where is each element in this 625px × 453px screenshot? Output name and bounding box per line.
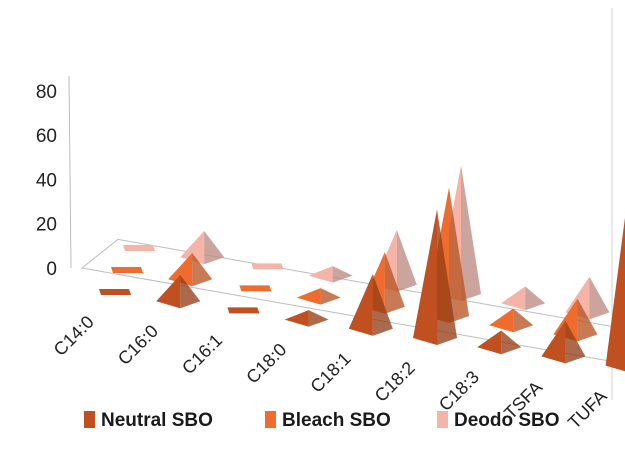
x-tick-label-c18-3: C18:3: [435, 367, 483, 415]
series-neutral-sbo: [99, 209, 625, 372]
y-tick-label: 20: [36, 215, 57, 236]
legend-item-deodo-sbo: Deodo SBO: [437, 410, 560, 431]
legend-item-neutral-sbo: Neutral SBO: [84, 410, 213, 431]
x-tick-label-c14-0: C14:0: [50, 312, 98, 360]
y-tick-label: 60: [36, 126, 57, 147]
pyramid-deodo-sbo-c18-3: [501, 286, 546, 311]
chart-floor: [80, 238, 625, 365]
legend-label: Neutral SBO: [101, 410, 213, 431]
pyramid-bleach-sbo-c14-0: [111, 267, 143, 273]
legend-swatch: [437, 411, 448, 428]
floor-plane: [80, 238, 625, 365]
pyramid-neutral-sbo-c16-0: [156, 275, 201, 309]
pyramid-neutral-sbo-c18-0: [284, 310, 329, 327]
pyramid-bleach-sbo-c18-0: [296, 288, 341, 305]
pyramid-neutral-sbo-c18-1: [348, 274, 393, 336]
x-tick-label-c16-1: C16:1: [178, 330, 226, 378]
pyramid-deodo-sbo-c16-1: [251, 263, 284, 270]
legend-label: Deodo SBO: [454, 410, 560, 431]
chart-marks: [99, 165, 625, 372]
pyramid-deodo-sbo-c18-0: [308, 266, 353, 283]
legend: Neutral SBO Bleach SBO Deodo SBO: [84, 410, 560, 431]
y-tick-label: 80: [36, 82, 57, 103]
x-tick-label-c18-1: C18:1: [306, 348, 354, 396]
legend-label: Bleach SBO: [282, 410, 391, 431]
y-tick-label: 40: [36, 170, 57, 191]
pyramid-neutral-sbo-c16-1: [227, 307, 260, 314]
x-tick-label-c18-0: C18:0: [242, 339, 290, 387]
pyramid-neutral-sbo-tsfa: [541, 320, 586, 364]
x-tick-label-c16-0: C16:0: [114, 321, 162, 369]
pyramid-deodo-sbo-c16-0: [180, 231, 225, 265]
pyramid-deodo-sbo-c14-0: [123, 245, 155, 251]
legend-swatch: [84, 411, 95, 428]
y-tick-label: 0: [46, 259, 57, 280]
x-tick-label-c18-2: C18:2: [371, 358, 419, 406]
legend-item-bleach-sbo: Bleach SBO: [265, 410, 391, 431]
y-axis: 0 20 40 60 80: [36, 75, 72, 280]
pyramid-bleach-sbo-c16-1: [239, 285, 272, 292]
pyramid-neutral-sbo-c18-2: [413, 209, 457, 345]
pyramid-neutral-sbo-tufa: [605, 217, 625, 372]
x-tick-label-tufa: TUFA: [564, 386, 611, 433]
pyramid-bleach-sbo-c16-0: [168, 253, 213, 287]
legend-swatch: [265, 411, 276, 428]
pyramid-bleach-sbo-c18-3: [489, 308, 534, 333]
y-axis-line: [68, 75, 72, 269]
pyramid-neutral-sbo-c18-3: [477, 330, 522, 355]
pyramid-neutral-sbo-c14-0: [99, 289, 131, 295]
